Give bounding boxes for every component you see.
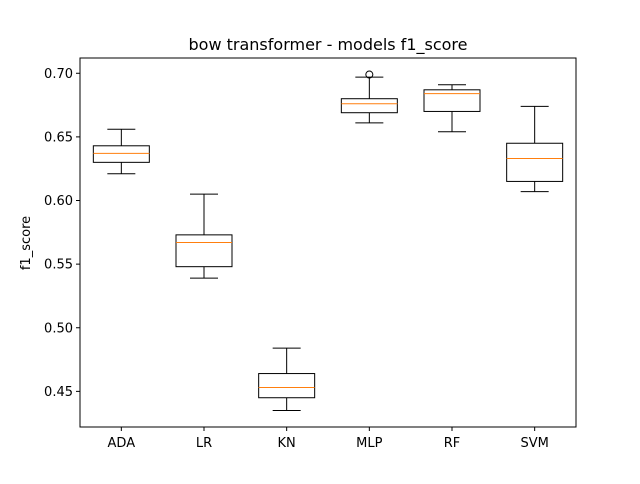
plot-area: 0.45 0.50 0.55 0.60 0.65 0.70 ADA LR KN MLP RF SVM [44, 57, 577, 451]
y-tick-label: 0.60 [44, 194, 73, 209]
chart-title: bow transformer - models f1_score [189, 35, 468, 55]
y-tick-label: 0.45 [44, 385, 73, 400]
x-tick-label: LR [196, 436, 212, 451]
y-tick-label: 0.70 [44, 67, 73, 82]
y-tick-label: 0.55 [44, 258, 73, 273]
x-tick-label: MLP [356, 436, 382, 451]
x-tick-label: SVM [520, 436, 548, 451]
x-tick-label: RF [444, 436, 461, 451]
box-svm [506, 142, 564, 182]
x-tick-label: KN [278, 436, 296, 451]
box-rf [423, 89, 481, 112]
outlier-mlp [365, 70, 374, 79]
y-axis-title: f1_score [19, 216, 34, 270]
plot-frame [79, 57, 577, 428]
box-mlp [340, 98, 398, 114]
y-tick-label: 0.50 [44, 321, 73, 336]
box-lr [175, 234, 233, 268]
y-tick-label: 0.65 [44, 130, 73, 145]
box-kn [258, 373, 316, 399]
box-ada [92, 145, 150, 163]
x-tick-label: ADA [108, 436, 136, 451]
